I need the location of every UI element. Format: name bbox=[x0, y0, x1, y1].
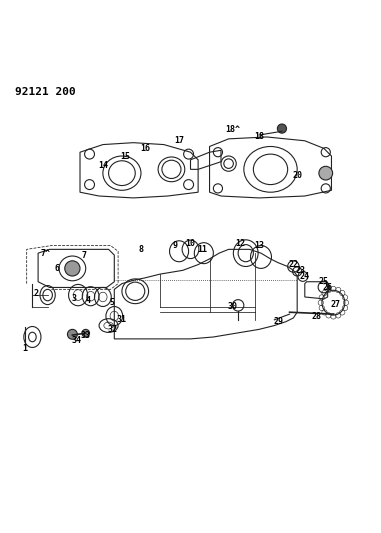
Text: 24: 24 bbox=[300, 271, 310, 280]
Text: 18^: 18^ bbox=[225, 125, 240, 134]
Circle shape bbox=[319, 166, 333, 180]
Text: 13: 13 bbox=[254, 241, 264, 250]
Text: 26: 26 bbox=[323, 283, 333, 292]
Text: 7: 7 bbox=[81, 251, 86, 260]
Text: 5: 5 bbox=[110, 298, 115, 307]
Text: 17: 17 bbox=[174, 136, 184, 146]
Text: 11: 11 bbox=[197, 245, 207, 254]
Text: 15: 15 bbox=[121, 151, 131, 160]
Text: 29: 29 bbox=[273, 317, 283, 326]
Text: 8: 8 bbox=[138, 245, 144, 254]
Text: 28: 28 bbox=[311, 311, 321, 320]
Text: 20: 20 bbox=[292, 171, 302, 180]
Text: 6: 6 bbox=[54, 264, 60, 273]
Text: 12: 12 bbox=[235, 239, 245, 248]
Circle shape bbox=[277, 124, 287, 133]
Text: 25: 25 bbox=[319, 277, 329, 286]
Text: 27: 27 bbox=[330, 300, 340, 309]
Text: 4: 4 bbox=[85, 296, 90, 305]
Text: 10: 10 bbox=[186, 239, 195, 248]
Text: 23: 23 bbox=[296, 266, 306, 275]
Text: 30: 30 bbox=[227, 302, 237, 311]
Circle shape bbox=[82, 329, 90, 337]
Text: 22: 22 bbox=[288, 260, 298, 269]
Text: 1: 1 bbox=[22, 344, 27, 353]
Text: 9: 9 bbox=[173, 241, 178, 250]
Text: 16: 16 bbox=[140, 144, 150, 153]
Text: 14: 14 bbox=[98, 161, 108, 170]
Text: 32: 32 bbox=[107, 325, 117, 334]
Text: 34: 34 bbox=[71, 336, 81, 345]
Text: 31: 31 bbox=[117, 316, 127, 325]
Text: 2: 2 bbox=[34, 289, 39, 297]
Text: 92121 200: 92121 200 bbox=[15, 87, 76, 98]
Text: 3: 3 bbox=[72, 294, 77, 303]
Text: 7^: 7^ bbox=[41, 249, 51, 257]
Circle shape bbox=[67, 329, 77, 340]
Text: 33: 33 bbox=[81, 330, 91, 340]
Circle shape bbox=[65, 261, 80, 276]
Text: 18: 18 bbox=[254, 133, 264, 141]
